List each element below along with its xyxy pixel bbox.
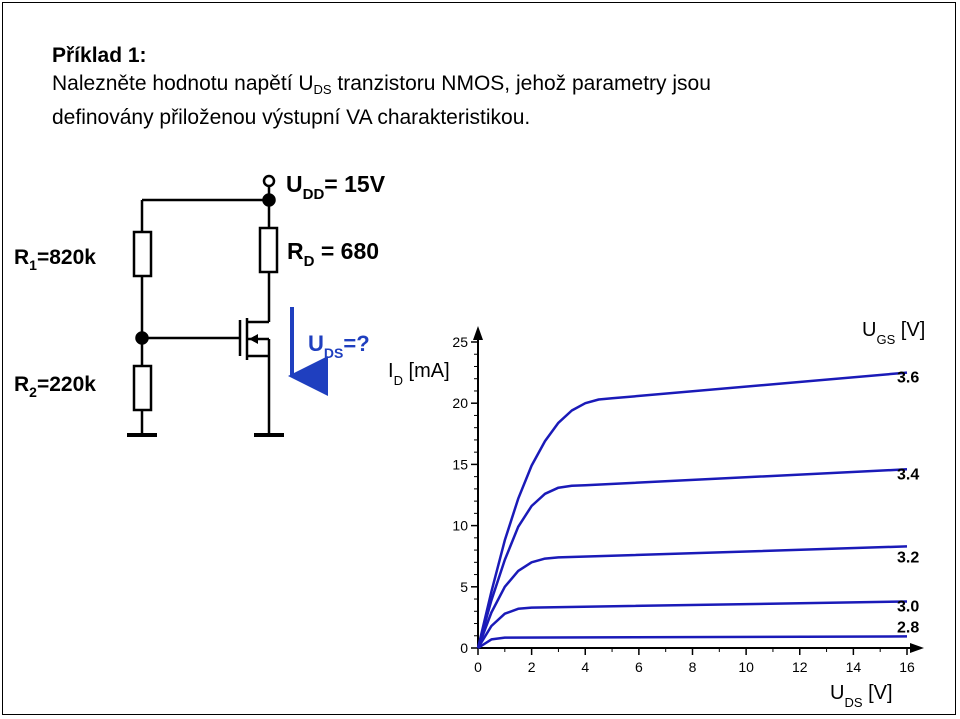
y-tick-label: 15 [452, 456, 468, 472]
x-tick-label: 10 [738, 659, 754, 675]
y-tick-label: 5 [460, 579, 468, 595]
r1-label: R1=820k [14, 246, 96, 273]
series-label-3.4: 3.4 [897, 466, 919, 483]
series-line-3.6 [476, 371, 908, 649]
y-tick-label: 25 [452, 334, 468, 350]
x-tick-label: 8 [689, 659, 697, 675]
task-line-1: Nalezněte hodnotu napětí UDS tranzistoru… [52, 70, 711, 104]
task-line-1-pre: Nalezněte hodnotu napětí U [52, 72, 314, 95]
task-line-1-sub: DS [313, 82, 332, 97]
x-axis-arrow [910, 643, 924, 653]
x-tick-label: 6 [635, 659, 643, 675]
x-tick-label: 12 [792, 659, 808, 675]
rd-label: RD = 680 [287, 238, 379, 270]
x-tick-label: 14 [846, 659, 862, 675]
series-label-3.0: 3.0 [897, 598, 919, 615]
series-line-2.8 [477, 635, 908, 650]
task-text: Příklad 1: Nalezněte hodnotu napětí UDS … [52, 42, 711, 132]
y-tick-label: 20 [452, 395, 468, 411]
series-label-3.2: 3.2 [897, 549, 919, 566]
y-axis-label: ID [mA] [388, 360, 450, 388]
y-tick-label: 10 [452, 518, 468, 534]
y-tick-label: 0 [460, 640, 468, 656]
series-line-3.0 [476, 600, 908, 649]
series-label-3.6: 3.6 [897, 370, 919, 387]
legend-title: UGS [V] [862, 319, 925, 347]
series-line-3.4 [476, 468, 908, 649]
y-axis-arrow [473, 326, 483, 340]
x-tick-label: 16 [899, 659, 915, 675]
x-axis-label: UDS [V] [830, 682, 893, 710]
series-line-3.2 [476, 545, 908, 649]
mosfet-arrow [249, 334, 258, 344]
udd-label: UDD= 15V [286, 171, 386, 203]
x-tick-label: 4 [581, 659, 589, 675]
uds-label: UDS=? [308, 331, 370, 361]
series-label-2.8: 2.8 [897, 619, 919, 636]
task-line-2: definovány přiloženou výstupní VA charak… [52, 106, 531, 129]
task-title: Příklad 1: [52, 44, 147, 67]
x-tick-label: 0 [474, 659, 482, 675]
r2-label: R2=220k [14, 373, 96, 400]
x-tick-label: 2 [528, 659, 536, 675]
task-line-1-post: tranzistoru NMOS, jehož parametry jsou [331, 72, 711, 95]
